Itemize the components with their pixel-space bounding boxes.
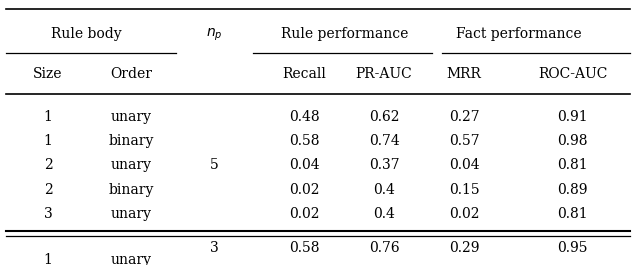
Text: binary: binary: [109, 183, 154, 197]
Text: 0.02: 0.02: [289, 207, 319, 221]
Text: binary: binary: [109, 134, 154, 148]
Text: ROC-AUC: ROC-AUC: [538, 67, 607, 81]
Text: 1: 1: [44, 110, 52, 123]
Text: 0.91: 0.91: [557, 110, 588, 123]
Text: 0.98: 0.98: [557, 134, 588, 148]
Text: 0.89: 0.89: [557, 183, 588, 197]
Text: 2: 2: [44, 183, 52, 197]
Text: Fact performance: Fact performance: [456, 28, 581, 41]
Text: 3: 3: [44, 207, 52, 221]
Text: unary: unary: [111, 253, 152, 265]
Text: 0.27: 0.27: [449, 110, 479, 123]
Text: 5: 5: [210, 158, 219, 172]
Text: 0.57: 0.57: [449, 134, 479, 148]
Text: Recall: Recall: [282, 67, 326, 81]
Text: 0.4: 0.4: [373, 207, 395, 221]
Text: PR-AUC: PR-AUC: [356, 67, 412, 81]
Text: unary: unary: [111, 207, 152, 221]
Text: 0.04: 0.04: [289, 158, 319, 172]
Text: 1: 1: [44, 134, 52, 148]
Text: Rule performance: Rule performance: [280, 28, 408, 41]
Text: 0.81: 0.81: [557, 158, 588, 172]
Text: 0.58: 0.58: [289, 241, 319, 255]
Text: 0.81: 0.81: [557, 207, 588, 221]
Text: $n_p$: $n_p$: [206, 26, 223, 43]
Text: 0.74: 0.74: [369, 134, 399, 148]
Text: 0.29: 0.29: [449, 241, 479, 255]
Text: 0.15: 0.15: [449, 183, 479, 197]
Text: MRR: MRR: [447, 67, 481, 81]
Text: Size: Size: [33, 67, 63, 81]
Text: 3: 3: [210, 241, 219, 255]
Text: 0.76: 0.76: [369, 241, 399, 255]
Text: Order: Order: [110, 67, 152, 81]
Text: 0.95: 0.95: [557, 241, 588, 255]
Text: unary: unary: [111, 110, 152, 123]
Text: 2: 2: [44, 158, 52, 172]
Text: 0.02: 0.02: [289, 183, 319, 197]
Text: 1: 1: [44, 253, 52, 265]
Text: 0.58: 0.58: [289, 134, 319, 148]
Text: 0.48: 0.48: [289, 110, 319, 123]
Text: 0.62: 0.62: [369, 110, 399, 123]
Text: Rule body: Rule body: [51, 28, 122, 41]
Text: 0.4: 0.4: [373, 183, 395, 197]
Text: 0.04: 0.04: [449, 158, 479, 172]
Text: unary: unary: [111, 158, 152, 172]
Text: 0.37: 0.37: [369, 158, 399, 172]
Text: 0.02: 0.02: [449, 207, 479, 221]
